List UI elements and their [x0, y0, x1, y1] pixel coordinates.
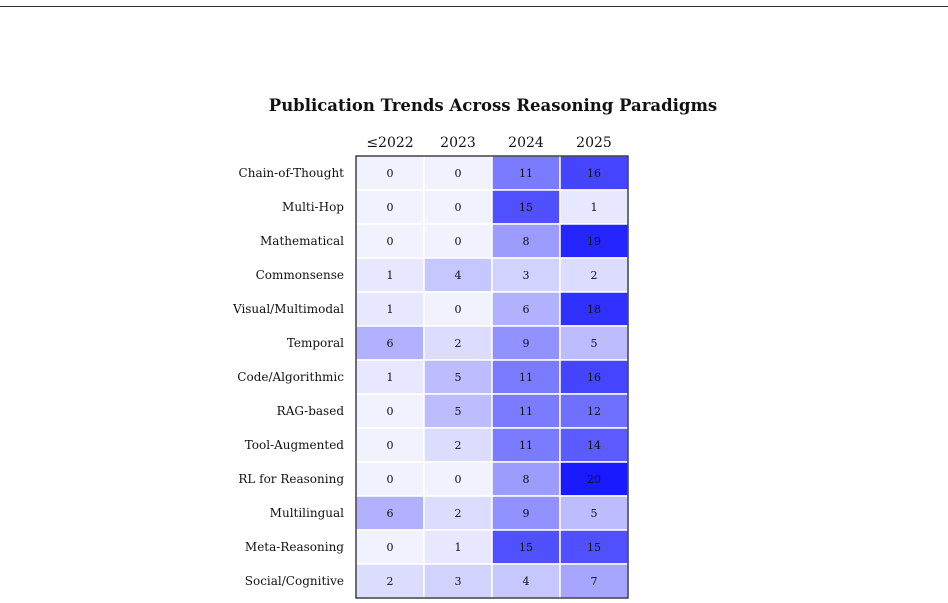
- cell-value-label: 0: [387, 439, 394, 452]
- cell-value-label: 1: [455, 541, 462, 554]
- cell-value-label: 6: [387, 337, 394, 350]
- cell-value-label: 5: [591, 337, 598, 350]
- cell-value-label: 0: [387, 235, 394, 248]
- cell-value-label: 8: [523, 235, 530, 248]
- row-label: Code/Algorithmic: [237, 370, 344, 384]
- cell-value-label: 6: [523, 303, 530, 316]
- heatmap-cell: [355, 257, 425, 293]
- cell-value-label: 0: [455, 201, 462, 214]
- cell-value-label: 2: [455, 439, 462, 452]
- row-label: Multi-Hop: [282, 200, 344, 214]
- cell-value-label: 3: [455, 575, 462, 588]
- cell-value-label: 3: [523, 269, 530, 282]
- cell-value-label: 15: [587, 541, 601, 554]
- heatmap-cell: [423, 427, 493, 463]
- cell-value-label: 1: [387, 269, 394, 282]
- cell-value-labels: 0 0 11 160 0 15 10 0 8 191 4 3 21 0 6 186 2 9 51 5 11 160 5 11 1…: [387, 167, 602, 588]
- cell-value-label: 5: [591, 507, 598, 520]
- row-label: Visual/Multimodal: [232, 302, 344, 316]
- cell-value-label: 1: [591, 201, 598, 214]
- heatmap-frame: [355, 155, 629, 599]
- cell-value-label: 14: [587, 439, 601, 452]
- heatmap-cell: [559, 563, 629, 599]
- row-label: Tool-Augmented: [245, 438, 345, 452]
- row-label: RL for Reasoning: [238, 472, 344, 486]
- cell-value-label: 15: [519, 201, 533, 214]
- cell-value-label: 4: [523, 575, 530, 588]
- heatmap-cell: [423, 461, 493, 497]
- cell-value-label: 15: [519, 541, 533, 554]
- heatmap-cell: [491, 257, 561, 293]
- cell-value-label: 0: [455, 303, 462, 316]
- cell-value-label: 11: [519, 371, 533, 384]
- cell-value-label: 2: [591, 269, 598, 282]
- cell-value-label: 19: [587, 235, 601, 248]
- cell-value-label: 20: [587, 473, 601, 486]
- cell-value-label: 0: [387, 201, 394, 214]
- heatmap-cell: [491, 223, 561, 259]
- cell-value-label: 8: [523, 473, 530, 486]
- chart-title: Publication Trends Across Reasoning Para…: [269, 96, 717, 115]
- cell-value-label: 4: [455, 269, 462, 282]
- row-label: Chain-of-Thought: [239, 166, 345, 180]
- cell-value-label: 11: [519, 167, 533, 180]
- column-labels: ≤2022 2023 2024 2025: [366, 135, 612, 151]
- cell-value-label: 9: [523, 507, 530, 520]
- row-labels: Chain-of-Thought Multi-Hop Mathematical Com…: [232, 166, 344, 588]
- heatmap-cell: [491, 529, 561, 565]
- column-label: 2023: [440, 135, 476, 151]
- cell-value-label: 0: [387, 405, 394, 418]
- column-label: ≤2022: [366, 135, 413, 151]
- top-rule: [0, 6, 948, 7]
- cell-value-label: 0: [387, 167, 394, 180]
- cell-value-label: 16: [587, 167, 601, 180]
- cell-value-label: 1: [387, 371, 394, 384]
- cell-value-label: 2: [455, 337, 462, 350]
- heatmap-cell: [491, 291, 561, 327]
- cell-value-label: 18: [587, 303, 601, 316]
- heatmap-cell: [355, 563, 425, 599]
- row-label: Commonsense: [256, 268, 344, 282]
- cell-value-label: 6: [387, 507, 394, 520]
- cell-value-label: 1: [387, 303, 394, 316]
- row-label: Temporal: [287, 336, 344, 350]
- cell-value-label: 12: [587, 405, 601, 418]
- heatmap-cell: [491, 359, 561, 395]
- heatmap-cell: [559, 359, 629, 395]
- heatmap-cell: [491, 427, 561, 463]
- row-label: Multilingual: [270, 506, 344, 520]
- cell-value-label: 0: [455, 167, 462, 180]
- heatmap-cell: [491, 325, 561, 361]
- heatmap-cell: [559, 325, 629, 361]
- heatmap-cells: [355, 155, 629, 599]
- cell-value-label: 9: [523, 337, 530, 350]
- row-label: Mathematical: [260, 234, 344, 248]
- cell-value-label: 2: [455, 507, 462, 520]
- heatmap-cell: [559, 427, 629, 463]
- heatmap-cell: [355, 291, 425, 327]
- heatmap-cell: [423, 291, 493, 327]
- cell-value-label: 5: [455, 371, 462, 384]
- cell-value-label: 0: [455, 473, 462, 486]
- cell-value-label: 16: [587, 371, 601, 384]
- cell-value-label: 11: [519, 439, 533, 452]
- heatmap-cell: [559, 393, 629, 429]
- heatmap-cell: [355, 223, 425, 259]
- heatmap-cell: [559, 291, 629, 327]
- cell-value-label: 5: [455, 405, 462, 418]
- cell-value-label: 2: [387, 575, 394, 588]
- row-label: Social/Cognitive: [245, 574, 344, 588]
- cell-value-label: 7: [591, 575, 598, 588]
- cell-value-label: 0: [387, 541, 394, 554]
- column-label: 2024: [508, 135, 544, 151]
- column-label: 2025: [576, 135, 612, 151]
- cell-value-label: 0: [455, 235, 462, 248]
- row-label: Meta-Reasoning: [245, 540, 344, 554]
- row-label: RAG-based: [277, 404, 345, 418]
- heatmap-cell: [559, 529, 629, 565]
- cell-value-label: 0: [387, 473, 394, 486]
- cell-value-label: 11: [519, 405, 533, 418]
